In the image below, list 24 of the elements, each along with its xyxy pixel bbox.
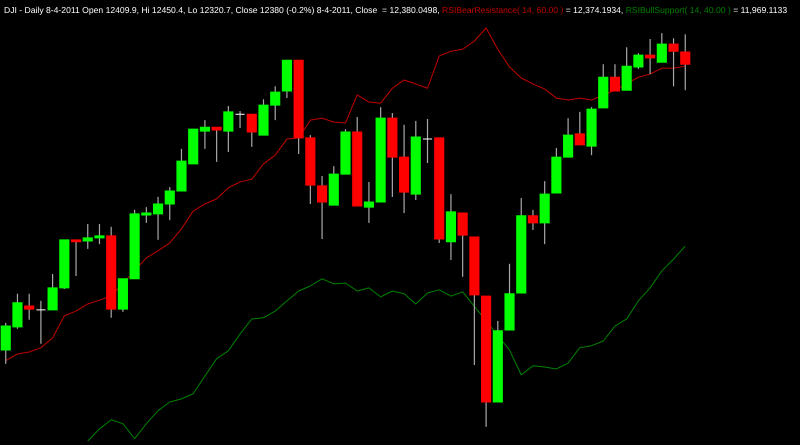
candlestick [422, 118, 433, 164]
text: = 12,374.1934, [564, 5, 624, 15]
text: RSIBullSupport( 14, 40.00 ) [624, 5, 731, 15]
candlestick [680, 34, 690, 91]
text: = 11,969.1133 [732, 5, 788, 15]
candlestick [668, 38, 679, 87]
candlestick [48, 273, 58, 310]
candlestick [70, 239, 82, 277]
candlestick [246, 114, 257, 148]
candlestick [610, 64, 620, 92]
chart-title: DJI - Daily 8-4-2011 Open 12409.9, Hi 12450.4, Lo 12320.7, Close 12380 (-0.2%) 8-4-2011, Close = 12,380.0498, [4, 5, 440, 15]
candlestick [212, 126, 222, 162]
candlestick [223, 105, 234, 153]
candlestick [234, 110, 246, 129]
candlestick [528, 209, 538, 231]
candlestick [633, 52, 644, 70]
candlestick [36, 300, 46, 344]
candlestick [645, 38, 656, 75]
candlestick [574, 111, 585, 146]
candlestick [458, 212, 468, 278]
candlestick [317, 175, 328, 240]
text: RSIBearResistance( 14, 60.00 ) [441, 5, 564, 15]
candlestick [656, 32, 667, 63]
candlestick [24, 293, 34, 320]
